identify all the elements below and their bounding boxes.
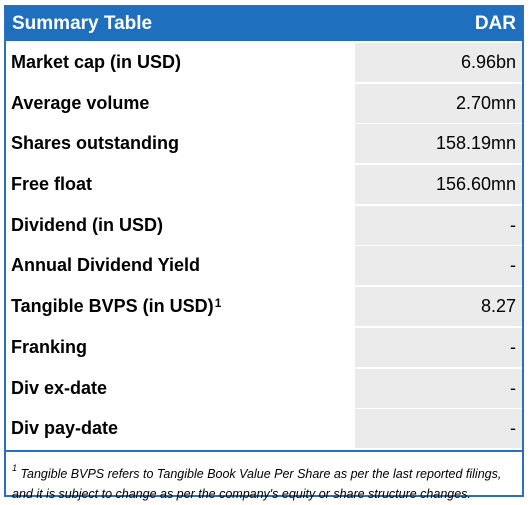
footnote-text: Tangible BVPS refers to Tangible Book Va… bbox=[12, 467, 502, 502]
ticker-label: DAR bbox=[474, 13, 516, 34]
row-value: 2.70mn bbox=[355, 83, 522, 123]
row-value: - bbox=[355, 368, 522, 408]
row-label: Div ex-date bbox=[6, 368, 355, 408]
table-header: Summary Table DAR bbox=[6, 7, 522, 41]
row-label: Annual Dividend Yield bbox=[6, 246, 355, 286]
footnote: 1 Tangible BVPS refers to Tangible Book … bbox=[6, 452, 522, 504]
row-label: Franking bbox=[6, 327, 355, 367]
table-row: Div pay-date - bbox=[6, 409, 522, 449]
table-row: Free float 156.60mn bbox=[6, 165, 522, 205]
row-value: 156.60mn bbox=[355, 165, 522, 205]
row-label: Free float bbox=[6, 165, 355, 205]
table-row: Annual Dividend Yield - bbox=[6, 246, 522, 286]
table-body: Market cap (in USD) 6.96bn Average volum… bbox=[6, 41, 522, 449]
table-row: Shares outstanding 158.19mn bbox=[6, 124, 522, 164]
row-label: Div pay-date bbox=[6, 409, 355, 449]
table-row: Tangible BVPS (in USD) 1 8.27 bbox=[6, 287, 522, 327]
summary-table: Summary Table DAR Market cap (in USD) 6.… bbox=[4, 5, 524, 501]
row-value: 158.19mn bbox=[355, 124, 522, 164]
row-label: Shares outstanding bbox=[6, 124, 355, 164]
row-value: 8.27 bbox=[355, 287, 522, 327]
row-value: - bbox=[355, 327, 522, 367]
row-label: Market cap (in USD) bbox=[6, 43, 355, 82]
footnote-number: 1 bbox=[12, 463, 18, 474]
table-row: Dividend (in USD) - bbox=[6, 205, 522, 245]
footnote-marker: 1 bbox=[214, 295, 222, 310]
row-label: Tangible BVPS (in USD) 1 bbox=[6, 287, 355, 327]
table-row: Average volume 2.70mn bbox=[6, 83, 522, 123]
row-label: Average volume bbox=[6, 83, 355, 123]
table-row: Div ex-date - bbox=[6, 368, 522, 408]
row-label: Dividend (in USD) bbox=[6, 205, 355, 245]
table-row: Franking - bbox=[6, 327, 522, 367]
row-value: - bbox=[355, 409, 522, 449]
row-value: - bbox=[355, 246, 522, 286]
row-value: - bbox=[355, 205, 522, 245]
table-title: Summary Table bbox=[12, 13, 153, 34]
footnote-divider bbox=[6, 450, 522, 453]
table-row: Market cap (in USD) 6.96bn bbox=[6, 43, 522, 82]
row-value: 6.96bn bbox=[355, 43, 522, 82]
